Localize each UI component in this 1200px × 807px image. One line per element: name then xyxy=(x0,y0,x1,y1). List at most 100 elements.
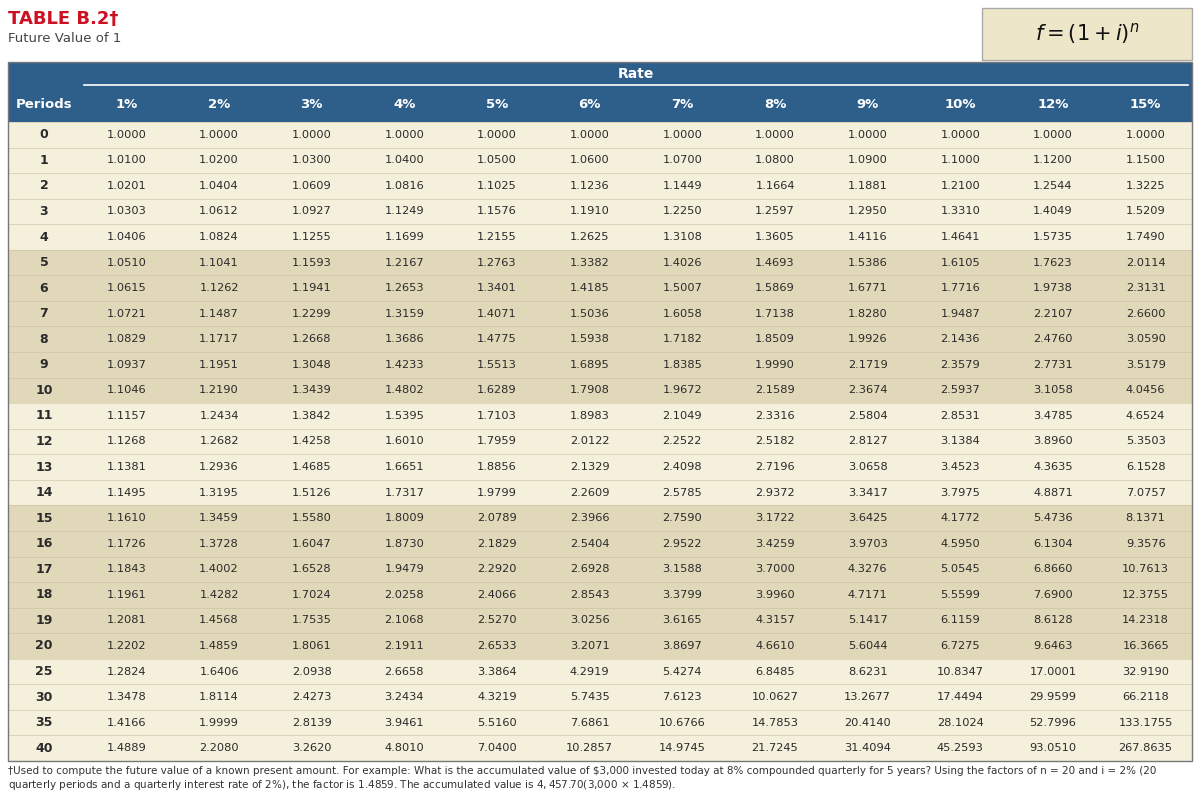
Text: 1.7138: 1.7138 xyxy=(755,309,794,319)
Text: 3.0256: 3.0256 xyxy=(570,616,610,625)
Text: 1.7535: 1.7535 xyxy=(292,616,331,625)
Text: 2.7590: 2.7590 xyxy=(662,513,702,523)
Text: 5: 5 xyxy=(40,256,48,269)
Text: 2.3131: 2.3131 xyxy=(1126,283,1165,293)
Text: 2.2080: 2.2080 xyxy=(199,743,239,753)
Text: 1.8509: 1.8509 xyxy=(755,334,794,345)
Text: 10.0627: 10.0627 xyxy=(751,692,798,702)
Text: 17.0001: 17.0001 xyxy=(1030,667,1076,676)
Text: 9%: 9% xyxy=(857,98,878,111)
Text: 1.4049: 1.4049 xyxy=(1033,207,1073,216)
Text: 1.3195: 1.3195 xyxy=(199,487,239,498)
Text: 5.0545: 5.0545 xyxy=(941,564,980,575)
Text: 1.0000: 1.0000 xyxy=(292,130,331,140)
Text: 2.0114: 2.0114 xyxy=(1126,257,1165,268)
Text: 10.2857: 10.2857 xyxy=(566,743,613,753)
Text: 2.5182: 2.5182 xyxy=(755,437,794,446)
Text: 1.1262: 1.1262 xyxy=(199,283,239,293)
Text: 1.3459: 1.3459 xyxy=(199,513,239,523)
Text: 1.9738: 1.9738 xyxy=(1033,283,1073,293)
Text: 2.4273: 2.4273 xyxy=(292,692,331,702)
Text: 3.6165: 3.6165 xyxy=(662,616,702,625)
Text: 4: 4 xyxy=(40,231,48,244)
Text: 1.2824: 1.2824 xyxy=(107,667,146,676)
Text: 5.3503: 5.3503 xyxy=(1126,437,1165,446)
Text: 1.0300: 1.0300 xyxy=(292,155,331,165)
Text: 7%: 7% xyxy=(671,98,694,111)
Text: 4.8871: 4.8871 xyxy=(1033,487,1073,498)
Bar xyxy=(8,199,1192,224)
Text: 2.0258: 2.0258 xyxy=(384,590,424,600)
Text: 1.3159: 1.3159 xyxy=(384,309,425,319)
Text: 1.8856: 1.8856 xyxy=(478,462,517,472)
Bar xyxy=(8,327,1192,352)
Bar xyxy=(8,275,1192,301)
Text: 1.5580: 1.5580 xyxy=(292,513,331,523)
Text: 2.1829: 2.1829 xyxy=(478,539,517,549)
Text: 6.1528: 6.1528 xyxy=(1126,462,1165,472)
Text: 1.5395: 1.5395 xyxy=(384,411,425,421)
Text: 1.4685: 1.4685 xyxy=(292,462,331,472)
Text: 1.4258: 1.4258 xyxy=(292,437,331,446)
Text: 4.6524: 4.6524 xyxy=(1126,411,1165,421)
Text: 1.4233: 1.4233 xyxy=(384,360,424,370)
Text: 2.0789: 2.0789 xyxy=(478,513,517,523)
Text: 7.0400: 7.0400 xyxy=(478,743,517,753)
Text: 35: 35 xyxy=(35,716,53,730)
Text: 2.5937: 2.5937 xyxy=(941,386,980,395)
Bar xyxy=(8,148,1192,174)
Text: 1.1664: 1.1664 xyxy=(755,181,794,191)
Text: 2.3316: 2.3316 xyxy=(755,411,794,421)
Text: 28.1024: 28.1024 xyxy=(937,717,984,728)
Text: 1.1487: 1.1487 xyxy=(199,309,239,319)
Text: 9.6463: 9.6463 xyxy=(1033,641,1073,651)
Text: 2.3579: 2.3579 xyxy=(941,360,980,370)
Text: 2.6600: 2.6600 xyxy=(1126,309,1165,319)
Text: 6.1159: 6.1159 xyxy=(941,616,980,625)
Text: 30: 30 xyxy=(35,691,53,704)
Text: 1.1500: 1.1500 xyxy=(1126,155,1165,165)
Text: 1.8280: 1.8280 xyxy=(847,309,888,319)
Text: 1.3108: 1.3108 xyxy=(662,232,702,242)
Text: Periods: Periods xyxy=(16,98,72,111)
Text: 1.6651: 1.6651 xyxy=(384,462,424,472)
Text: 14: 14 xyxy=(35,486,53,499)
Text: 17.4494: 17.4494 xyxy=(937,692,984,702)
Text: 1.0000: 1.0000 xyxy=(384,130,425,140)
Text: 3.7975: 3.7975 xyxy=(941,487,980,498)
Text: 8%: 8% xyxy=(764,98,786,111)
Bar xyxy=(8,378,1192,404)
Text: 1.2190: 1.2190 xyxy=(199,386,239,395)
Text: 5.6044: 5.6044 xyxy=(848,641,888,651)
Bar xyxy=(8,557,1192,582)
Text: 0: 0 xyxy=(40,128,48,141)
Text: 3.2434: 3.2434 xyxy=(384,692,424,702)
Text: 3.7000: 3.7000 xyxy=(755,564,794,575)
Text: 2.5804: 2.5804 xyxy=(848,411,888,421)
Text: 1.3401: 1.3401 xyxy=(478,283,517,293)
Text: 5.1417: 5.1417 xyxy=(847,616,888,625)
Text: 1.2668: 1.2668 xyxy=(292,334,331,345)
Text: 40: 40 xyxy=(35,742,53,755)
Text: 1.1593: 1.1593 xyxy=(292,257,331,268)
Text: 1.9487: 1.9487 xyxy=(941,309,980,319)
Text: 3.9703: 3.9703 xyxy=(847,539,888,549)
Text: 1.0000: 1.0000 xyxy=(847,130,888,140)
Text: 18: 18 xyxy=(35,588,53,601)
Text: $f = (1 + i)^n$: $f = (1 + i)^n$ xyxy=(1034,22,1139,47)
Bar xyxy=(8,174,1192,199)
Text: 1.5386: 1.5386 xyxy=(847,257,888,268)
Text: 20.4140: 20.4140 xyxy=(845,717,892,728)
Text: 1.2202: 1.2202 xyxy=(107,641,146,651)
Text: 1.5735: 1.5735 xyxy=(1033,232,1073,242)
Text: 6.7275: 6.7275 xyxy=(941,641,980,651)
Text: 1.2100: 1.2100 xyxy=(941,181,980,191)
Text: 1.6528: 1.6528 xyxy=(292,564,331,575)
Text: 3.3799: 3.3799 xyxy=(662,590,702,600)
Text: 1.3310: 1.3310 xyxy=(941,207,980,216)
Text: 1.7182: 1.7182 xyxy=(662,334,702,345)
Text: 4.3276: 4.3276 xyxy=(848,564,888,575)
Text: 1: 1 xyxy=(40,154,48,167)
Text: 1.1941: 1.1941 xyxy=(292,283,331,293)
Text: 3.2071: 3.2071 xyxy=(570,641,610,651)
